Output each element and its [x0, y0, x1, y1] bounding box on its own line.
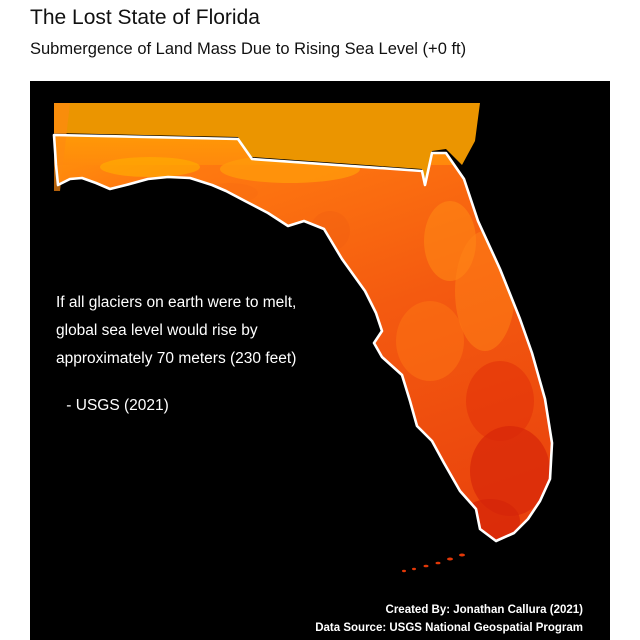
florida-elevation-map — [52, 103, 554, 573]
florida-keys — [402, 553, 465, 573]
quote-line: If all glaciers on earth were to melt, — [56, 294, 297, 311]
quote-line: approximately 70 meters (230 feet) — [56, 350, 297, 367]
credits: Created By: Jonathan Callura (2021) Data… — [315, 601, 583, 637]
map-panel: If all glaciers on earth were to melt, g… — [30, 81, 610, 640]
quote-source: - USGS (2021) — [62, 397, 169, 414]
map-title: The Lost State of Florida — [30, 6, 260, 29]
quote-line: global sea level would rise by — [56, 322, 258, 339]
map-subtitle: Submergence of Land Mass Due to Rising S… — [30, 40, 467, 58]
glacier-quote: If all glaciers on earth were to melt, g… — [56, 289, 296, 373]
created-by-text: Created By: Jonathan Callura (2021) — [385, 604, 583, 616]
data-source-text: Data Source: USGS National Geospatial Pr… — [315, 622, 583, 634]
